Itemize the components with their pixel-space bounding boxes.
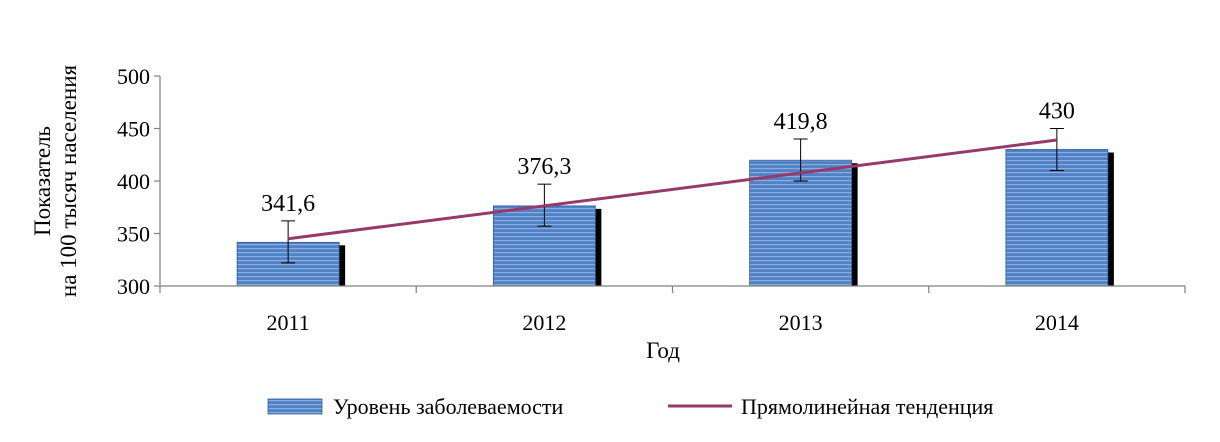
legend-label-trend: Прямолинейная тенденция [741, 394, 993, 419]
legend-swatch-bars [267, 398, 323, 415]
data-label-2012: 376,3 [517, 154, 571, 180]
data-label-2013: 419,8 [774, 109, 828, 135]
data-label-2014: 430 [1039, 99, 1075, 125]
bar-shadow-2013 [851, 163, 858, 286]
y-tick-label-300: 300 [117, 274, 150, 299]
y-tick-label-350: 350 [117, 222, 150, 247]
y-tick-label-400: 400 [117, 169, 150, 194]
y-tick-label-450: 450 [117, 117, 150, 142]
y-tick-label-500: 500 [117, 64, 150, 89]
legend: Уровень заболеваемости Прямолинейная тен… [267, 394, 993, 419]
bar-shadow-2011 [339, 245, 346, 286]
trend-layer [287, 138, 1058, 241]
legend-label-bars: Уровень заболеваемости [333, 394, 564, 419]
bar-shadow-2014 [1107, 152, 1114, 286]
labels-layer: 300 350 400 450 500 2011 2012 2013 2014 341,6 376,… [117, 64, 1079, 335]
error-bars-layer [281, 128, 1064, 264]
bars-layer [236, 149, 1114, 287]
axes-layer [154, 75, 1186, 293]
trend-line [287, 138, 1058, 241]
bar-shadow-2012 [595, 208, 602, 286]
x-axis-title: Год [646, 338, 680, 363]
x-tick-label-2012: 2012 [522, 310, 566, 335]
y-axis-title-line-1: Показатель [30, 126, 55, 236]
bar-2014 [1005, 149, 1109, 287]
data-label-2011: 341,6 [261, 191, 315, 217]
x-tick-label-2013: 2013 [779, 310, 823, 335]
x-tick-label-2011: 2011 [267, 310, 310, 335]
y-axis-title-line-2: на 100 тысяч населения [56, 64, 81, 297]
x-tick-label-2014: 2014 [1035, 310, 1079, 335]
